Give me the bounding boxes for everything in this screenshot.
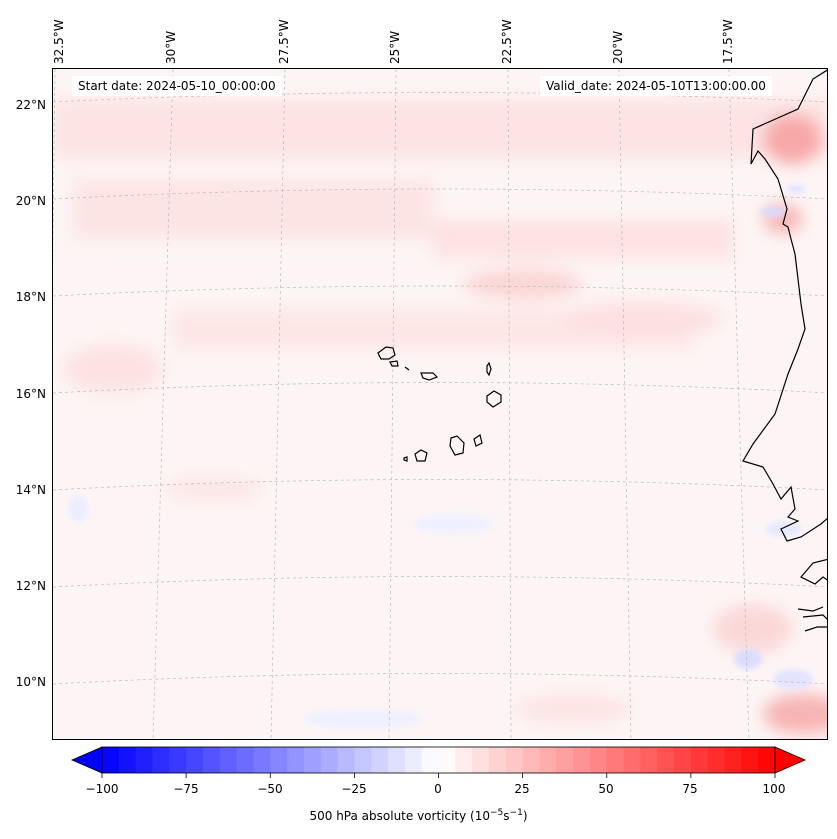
colorbar-tick-label: −50 [257, 782, 283, 796]
cape-verde-islands [377, 346, 502, 462]
colorbar-label: 500 hPa absolute vorticity (10−5s−1) [309, 808, 528, 823]
lat-label-22n: 22°N [15, 98, 46, 112]
colorbar-cell [707, 747, 726, 773]
colorbar-cell [236, 747, 254, 773]
colorbar-cell [472, 747, 490, 773]
colorbar-cell [522, 747, 540, 773]
vorticity-field [53, 69, 827, 739]
colorbar-cell [253, 747, 271, 773]
africa-coastline [742, 69, 827, 542]
colorbar-cell [118, 747, 137, 773]
lat-label-18n: 18°N [15, 290, 46, 304]
colorbar-cell [589, 747, 608, 773]
negative-vorticity-areas [68, 185, 813, 729]
gridlines [53, 69, 827, 739]
colorbar-cell [674, 747, 692, 773]
colorbar-cell [186, 747, 204, 773]
colorbar-cell [303, 747, 322, 773]
colorbar-cell [438, 747, 456, 773]
colorbar-cell [371, 747, 389, 773]
lat-label-16n: 16°N [15, 387, 46, 401]
africa-coastline-south [797, 558, 827, 632]
colorbar-cell [135, 747, 153, 773]
colorbar-cell [354, 747, 372, 773]
colorbar [70, 746, 807, 778]
colorbar-extend-low [70, 746, 103, 774]
lat-label-10n: 10°N [15, 675, 46, 689]
colorbar-cell [623, 747, 641, 773]
colorbar-tick-label: −25 [341, 782, 367, 796]
colorbar-cell [102, 747, 120, 773]
colorbar-cell [388, 747, 406, 773]
colorbar-cell [573, 747, 591, 773]
colorbar-tick-label: −75 [173, 782, 199, 796]
colorbar-cell [539, 747, 557, 773]
lon-label-32-5w: 32.5°W [52, 19, 66, 64]
colorbar-cell [169, 747, 187, 773]
colorbar-cell [758, 747, 776, 773]
colorbar-tick-label: 0 [434, 782, 442, 796]
colorbar-tick-label: −100 [85, 782, 119, 796]
lon-label-20w: 20°W [611, 30, 625, 64]
colorbar-tick-label: 50 [598, 782, 614, 796]
colorbar-cell [152, 747, 170, 773]
lon-label-17-5w: 17.5°W [721, 19, 735, 64]
colorbar-cell [741, 747, 759, 773]
colorbar-extend-high [774, 746, 807, 774]
colorbar-cell [724, 747, 742, 773]
valid-date-label: Valid_date: 2024-05-10T13:00:00.00 [540, 76, 772, 96]
colorbar-cell [270, 747, 288, 773]
colorbar-cell [421, 747, 439, 773]
colorbar-cell [690, 747, 709, 773]
colorbar-cell [606, 747, 625, 773]
colorbar-cell [287, 747, 305, 773]
colorbar-cell [488, 747, 507, 773]
lon-label-25w: 25°W [388, 30, 402, 64]
lat-label-14n: 14°N [15, 483, 46, 497]
lon-label-22-5w: 22.5°W [500, 19, 514, 64]
colorbar-tick-label: 75 [682, 782, 698, 796]
colorbar-cell [320, 747, 339, 773]
colorbar-cell [404, 747, 423, 773]
start-date-label: Start date: 2024-05-10_00:00:00 [72, 76, 282, 96]
colorbar-cell [505, 747, 524, 773]
lon-label-30w: 30°W [164, 30, 178, 64]
colorbar-cell [455, 747, 473, 773]
colorbar-cell [337, 747, 355, 773]
lon-label-27-5w: 27.5°W [277, 19, 291, 64]
map-panel [52, 68, 828, 740]
colorbar-cell [657, 747, 675, 773]
colorbar-cell [202, 747, 221, 773]
colorbar-cell [556, 747, 574, 773]
colorbar-tick-label: 100 [762, 782, 786, 796]
colorbar-tick-label: 25 [514, 782, 530, 796]
colorbar-cell [219, 747, 238, 773]
lat-label-20n: 20°N [15, 194, 46, 208]
colorbar-cell [640, 747, 658, 773]
lat-label-12n: 12°N [15, 579, 46, 593]
